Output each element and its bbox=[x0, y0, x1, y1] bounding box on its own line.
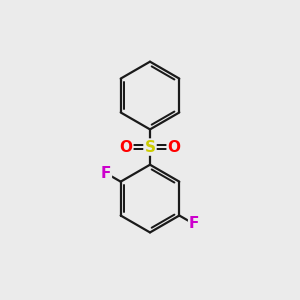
Text: F: F bbox=[189, 216, 199, 231]
Text: O: O bbox=[168, 140, 181, 154]
Text: S: S bbox=[145, 140, 155, 154]
Text: F: F bbox=[101, 166, 111, 181]
Text: O: O bbox=[119, 140, 132, 154]
